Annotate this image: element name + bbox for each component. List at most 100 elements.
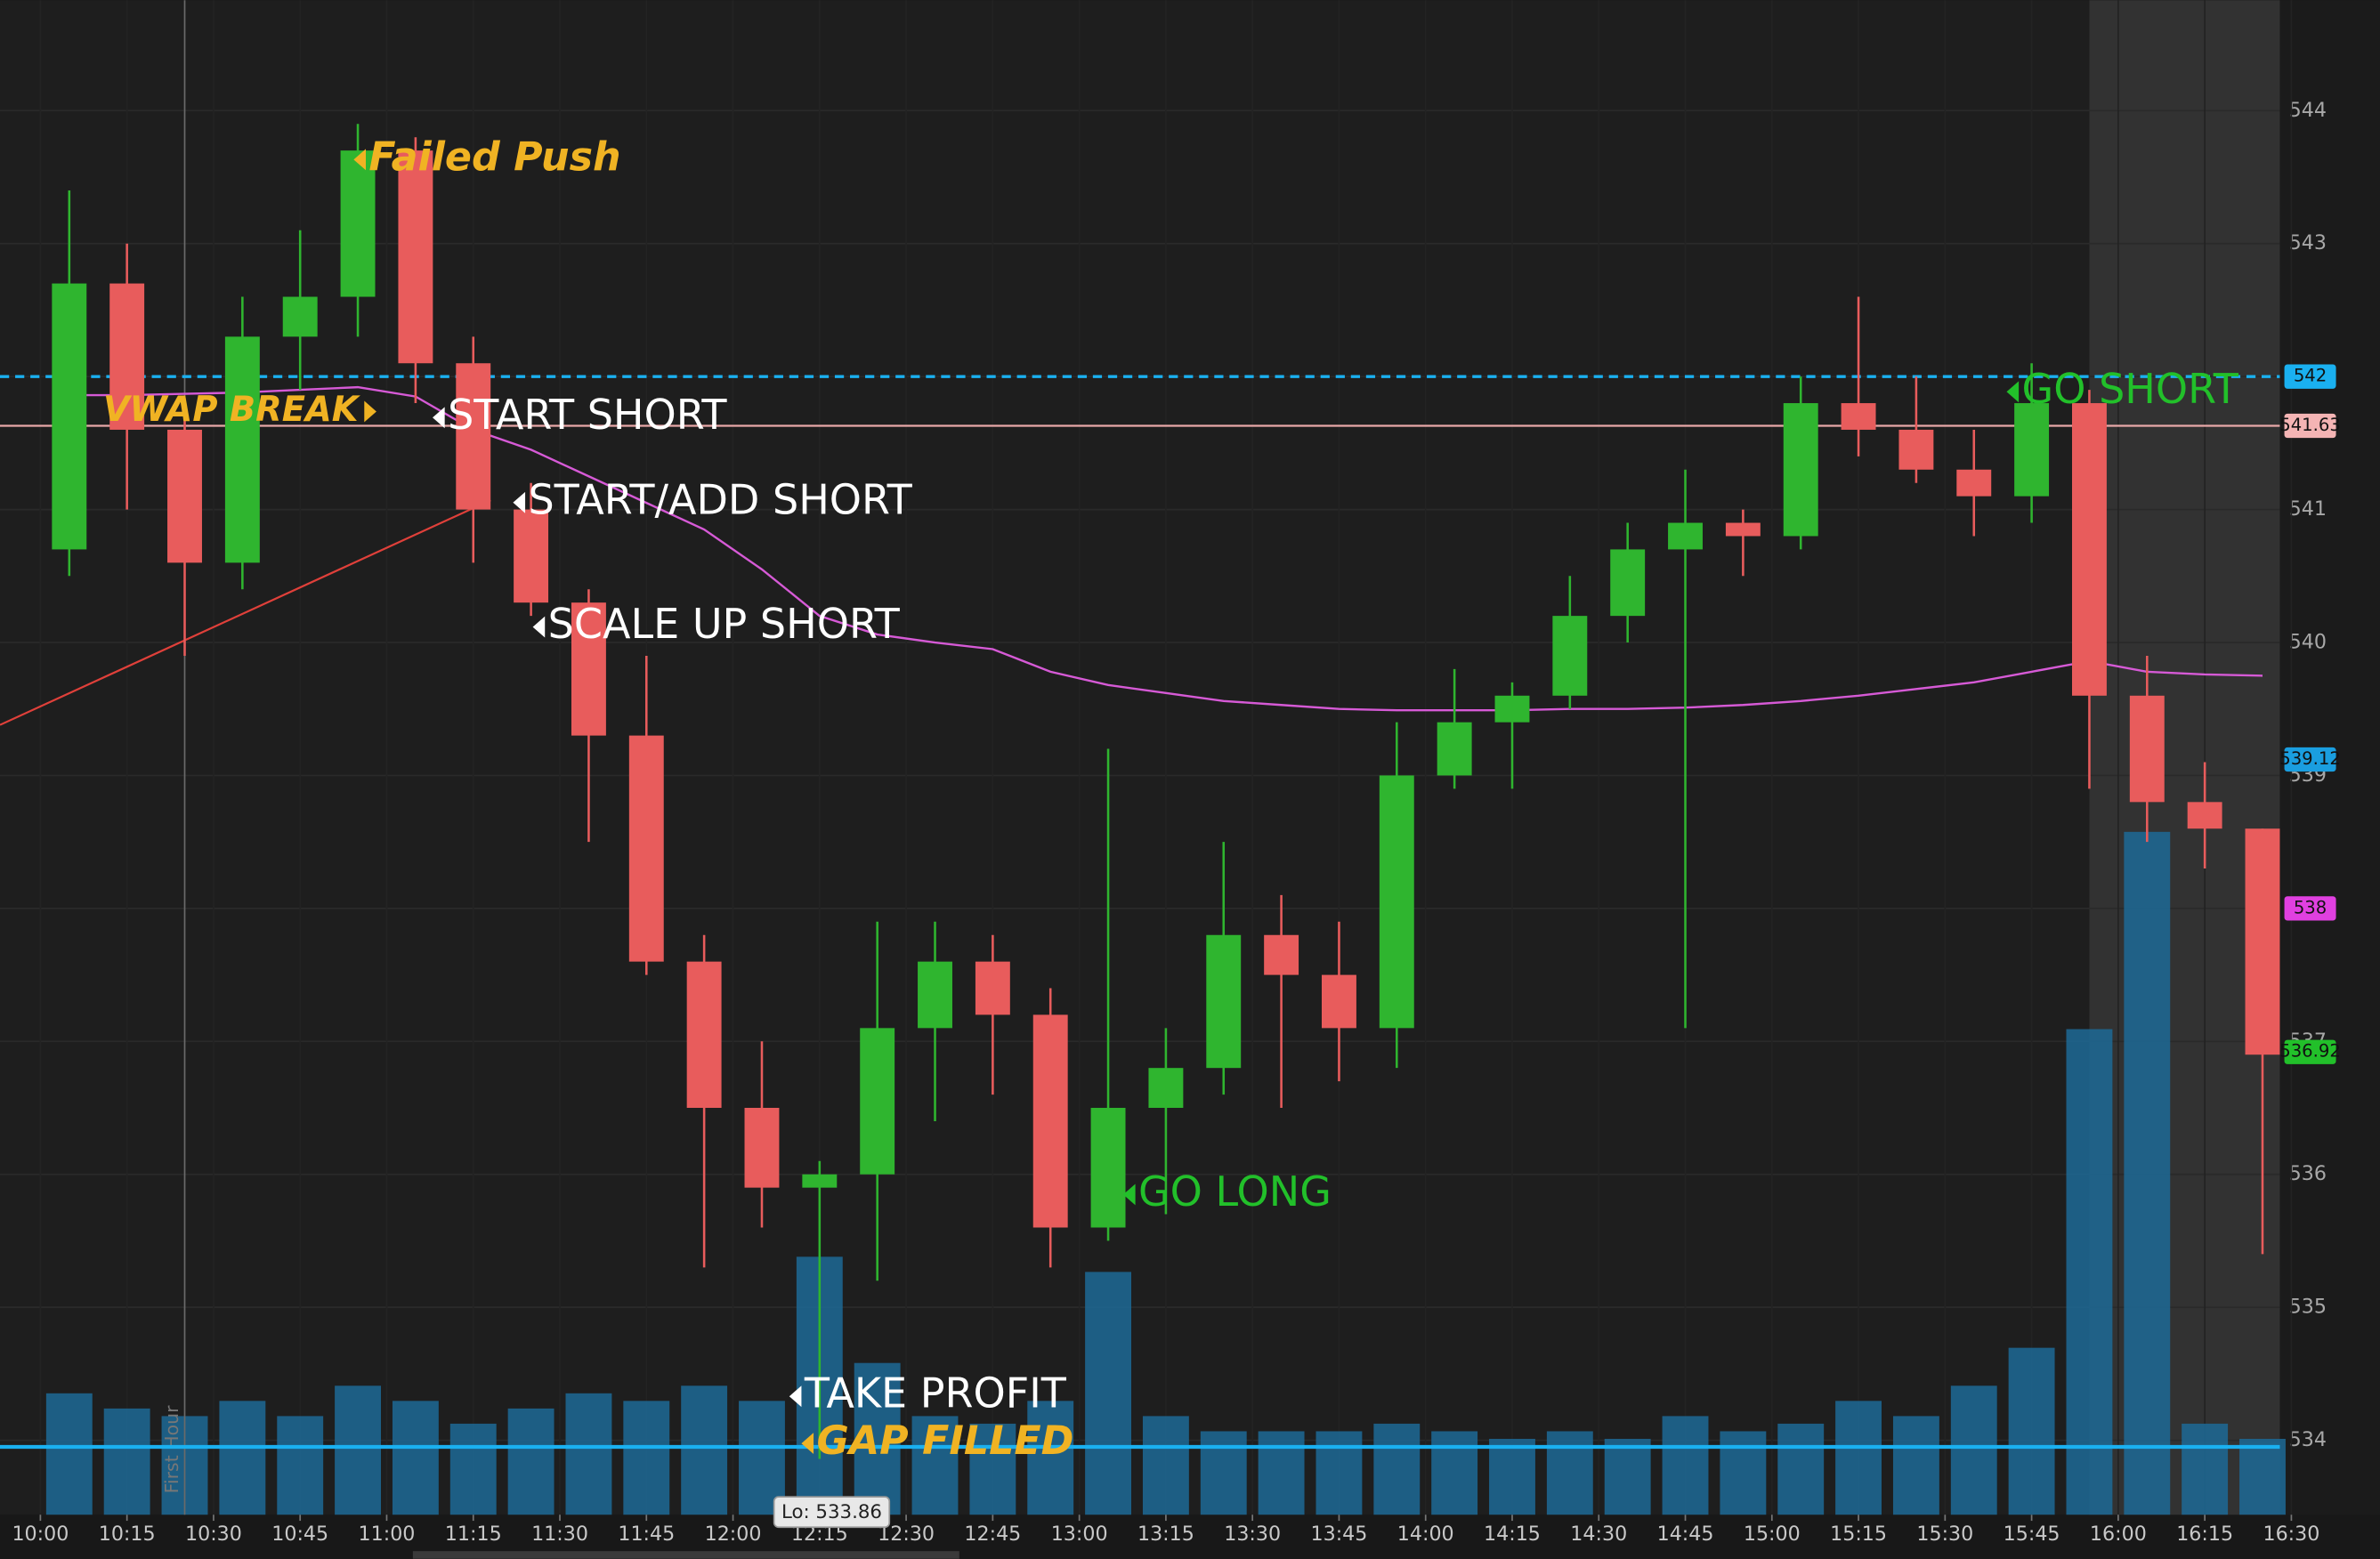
x-tick-label: 14:45 [1657, 1523, 1714, 1546]
annotation: GO SHORT [2022, 365, 2239, 413]
volume-bar [1085, 1272, 1131, 1515]
volume-bar [1835, 1401, 1882, 1515]
volume-bar [1315, 1431, 1363, 1515]
x-tick-label: 13:45 [1311, 1523, 1368, 1546]
candle-body [282, 296, 318, 337]
volume-bar [681, 1385, 728, 1515]
volume-bar [2008, 1347, 2055, 1515]
low-label: Lo: 533.86 [781, 1501, 882, 1523]
candle-body [1494, 695, 1530, 723]
volume-bar [2239, 1438, 2286, 1515]
price-marker-label: 542 [2294, 366, 2327, 386]
annotation-arrow [353, 149, 366, 171]
annotation: GO LONG [1138, 1167, 1332, 1216]
annotation-arrow [364, 400, 376, 423]
trendline [0, 499, 491, 726]
volume-bar [1200, 1431, 1247, 1515]
x-tick-label: 10:45 [271, 1523, 328, 1546]
candle-body [1321, 974, 1356, 1029]
candle-body [1783, 403, 1818, 537]
volume-bar [1027, 1401, 1074, 1515]
candle-body [2014, 403, 2050, 497]
candle-body [2187, 802, 2222, 829]
volume-bar [1546, 1431, 1593, 1515]
volume-bar [623, 1401, 670, 1515]
price-marker-label: 536.92 [2279, 1041, 2341, 1062]
first-hour-label: First Hour [161, 1405, 182, 1493]
x-tick-label: 11:15 [445, 1523, 502, 1546]
candle-body [686, 961, 722, 1109]
volume-bar [1258, 1431, 1305, 1515]
y-tick-label: 540 [2289, 631, 2327, 654]
volume-bar [565, 1393, 612, 1515]
candle-body [2129, 695, 2165, 803]
candle-body [1668, 522, 1703, 550]
volume-bar [2124, 831, 2171, 1515]
x-tick-label: 10:15 [99, 1523, 156, 1546]
y-tick-label: 544 [2289, 99, 2327, 122]
candle-body [628, 735, 664, 962]
volume-bar [1604, 1438, 1651, 1515]
candle-body [109, 283, 145, 430]
volume-bar [854, 1362, 901, 1515]
x-tick-label: 14:00 [1397, 1523, 1454, 1546]
candle-body [340, 150, 376, 297]
volume-bar [507, 1408, 555, 1515]
x-tick-label: 13:00 [1051, 1523, 1108, 1546]
x-tick-label: 16:30 [2263, 1523, 2319, 1546]
candle-body [1379, 775, 1414, 1029]
volume-bar [1720, 1431, 1767, 1515]
x-tick-label: 16:00 [2090, 1523, 2147, 1546]
candle-body [1032, 1014, 1068, 1228]
volume-bar [1142, 1416, 1189, 1515]
volume-bar [103, 1408, 150, 1515]
y-tick-label: 541 [2289, 497, 2327, 521]
annotation: GAP FILLED [816, 1418, 1073, 1464]
annotation-arrow [1122, 1183, 1136, 1206]
x-tick-label: 16:15 [2176, 1523, 2233, 1546]
after-hours-shade [2089, 0, 2280, 1515]
volume-bar [1431, 1431, 1478, 1515]
volume-bar [1892, 1416, 1939, 1515]
candle-body [1437, 722, 1472, 776]
annotation: START/ADD SHORT [528, 475, 912, 523]
price-marker-box [2284, 747, 2336, 772]
candle-body [918, 961, 952, 1029]
candle-body [2071, 403, 2107, 696]
price-marker-box [2284, 896, 2336, 921]
price-marker-label: 539.12 [2279, 748, 2341, 769]
candle-body [398, 150, 433, 364]
candle-body [52, 283, 87, 550]
annotation-arrow [2006, 381, 2020, 403]
x-tick-label: 10:00 [12, 1523, 69, 1546]
candle-body [744, 1108, 780, 1188]
candle-body [802, 1174, 838, 1188]
volume-bar [969, 1423, 1016, 1515]
volume-bar [1777, 1423, 1825, 1515]
x-tick-label: 13:15 [1137, 1523, 1194, 1546]
candle-body [1206, 934, 1242, 1069]
x-tick-label: 14:15 [1484, 1523, 1541, 1546]
price-marker-box [2284, 364, 2336, 389]
volume-bar [739, 1401, 785, 1515]
candle-body [1841, 403, 1876, 430]
volume-bar [277, 1416, 324, 1515]
low-label-box [773, 1496, 891, 1529]
candle-body [571, 602, 606, 736]
annotation: TAKE PROFIT [804, 1369, 1067, 1418]
volume-bar [392, 1401, 439, 1515]
volume-bar [1662, 1416, 1709, 1515]
x-tick-label: 11:45 [618, 1523, 675, 1546]
x-axis-band [0, 1515, 2380, 1559]
candle-body [1725, 522, 1761, 537]
candle-body [2245, 828, 2280, 1055]
volume-bar [449, 1423, 497, 1515]
candle-body [860, 1028, 895, 1175]
price-marker-box [2284, 1039, 2336, 1064]
annotation-arrow [789, 1385, 802, 1408]
x-tick-label: 11:30 [531, 1523, 588, 1546]
annotation: Failed Push [368, 134, 620, 180]
x-tick-label: 15:45 [2004, 1523, 2060, 1546]
x-tick-label: 14:30 [1570, 1523, 1627, 1546]
